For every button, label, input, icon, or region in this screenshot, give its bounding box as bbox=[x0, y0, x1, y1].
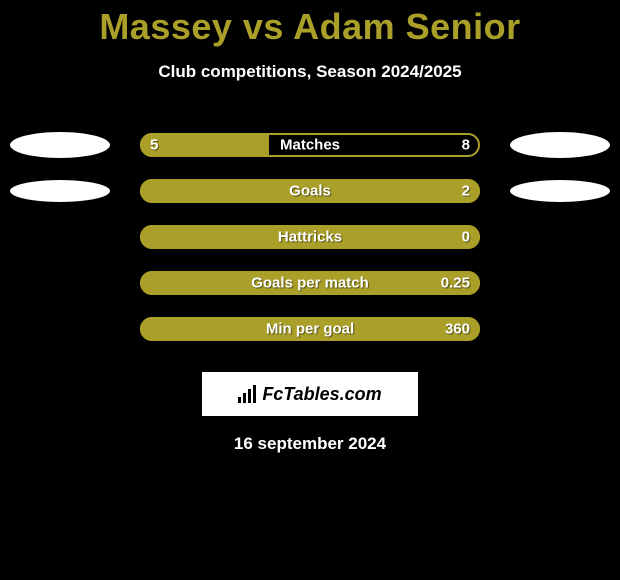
stat-right-value: 8 bbox=[462, 137, 470, 154]
stat-left-value: 5 bbox=[150, 137, 158, 154]
stat-right-value: 0.25 bbox=[441, 275, 470, 292]
stat-bar: Min per goal 360 bbox=[140, 317, 480, 341]
stat-right-value: 0 bbox=[462, 229, 470, 246]
source-badge-text: FcTables.com bbox=[238, 384, 381, 405]
source-badge[interactable]: FcTables.com bbox=[202, 372, 418, 416]
stat-label: Min per goal bbox=[266, 321, 354, 338]
stat-row: Min per goal 360 bbox=[0, 306, 620, 352]
stat-bar: Goals per match 0.25 bbox=[140, 271, 480, 295]
badge-label: FcTables.com bbox=[262, 384, 381, 405]
comparison-infographic: Massey vs Adam Senior Club competitions,… bbox=[0, 0, 620, 580]
stat-label: Goals bbox=[289, 183, 331, 200]
player-oval bbox=[10, 132, 110, 158]
stat-bar: Hattricks 0 bbox=[140, 225, 480, 249]
stat-row: 5 Matches 8 bbox=[0, 122, 620, 168]
page-subtitle: Club competitions, Season 2024/2025 bbox=[0, 62, 620, 82]
infographic-date: 16 september 2024 bbox=[0, 434, 620, 454]
stat-label: Matches bbox=[280, 137, 340, 154]
player-oval bbox=[510, 132, 610, 158]
stat-rows: 5 Matches 8 Goals 2 Hattricks 0 Goals per match… bbox=[0, 122, 620, 352]
stat-right-value: 360 bbox=[445, 321, 470, 338]
stat-right-value: 2 bbox=[462, 183, 470, 200]
player-oval bbox=[10, 180, 110, 202]
stat-label: Hattricks bbox=[278, 229, 342, 246]
page-title: Massey vs Adam Senior bbox=[0, 0, 620, 48]
stat-row: Goals per match 0.25 bbox=[0, 260, 620, 306]
stat-bar: Goals 2 bbox=[140, 179, 480, 203]
stat-row: Goals 2 bbox=[0, 168, 620, 214]
chart-icon bbox=[238, 385, 256, 403]
stat-bar: 5 Matches 8 bbox=[140, 133, 480, 157]
stat-row: Hattricks 0 bbox=[0, 214, 620, 260]
stat-label: Goals per match bbox=[251, 275, 369, 292]
player-oval bbox=[510, 180, 610, 202]
